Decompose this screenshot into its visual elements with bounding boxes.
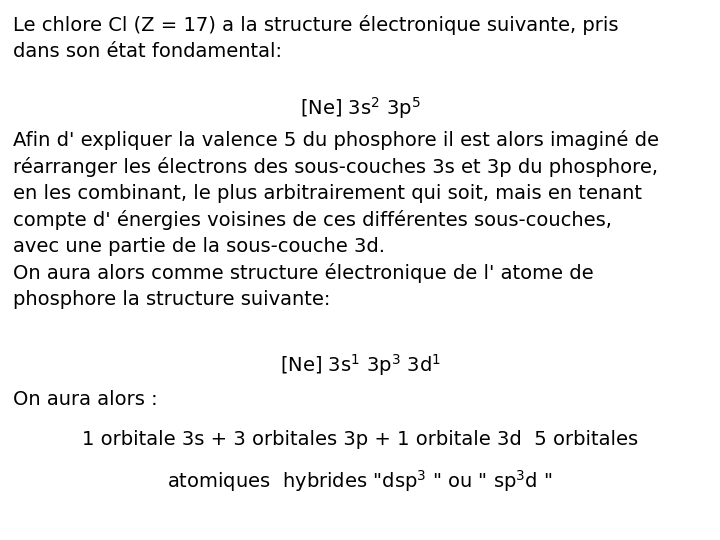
Text: Afin d' expliquer la valence 5 du phosphore il est alors imaginé de
réarranger l: Afin d' expliquer la valence 5 du phosph…: [13, 130, 659, 309]
Text: [Ne] 3s$^{1}$ 3p$^{3}$ 3d$^{1}$: [Ne] 3s$^{1}$ 3p$^{3}$ 3d$^{1}$: [279, 352, 441, 378]
Text: On aura alors :: On aura alors :: [13, 390, 158, 409]
Text: [Ne] 3s$^{2}$ 3p$^{5}$: [Ne] 3s$^{2}$ 3p$^{5}$: [300, 95, 420, 121]
Text: atomiques  hybrides "dsp$^{3}$ " ou " sp$^{3}$d ": atomiques hybrides "dsp$^{3}$ " ou " sp$…: [167, 468, 553, 494]
Text: 1 orbitale 3s + 3 orbitales 3p + 1 orbitale 3d  5 orbitales: 1 orbitale 3s + 3 orbitales 3p + 1 orbit…: [82, 430, 638, 449]
Text: Le chlore Cl (Z = 17) a la structure électronique suivante, pris
dans son état f: Le chlore Cl (Z = 17) a la structure éle…: [13, 15, 618, 60]
